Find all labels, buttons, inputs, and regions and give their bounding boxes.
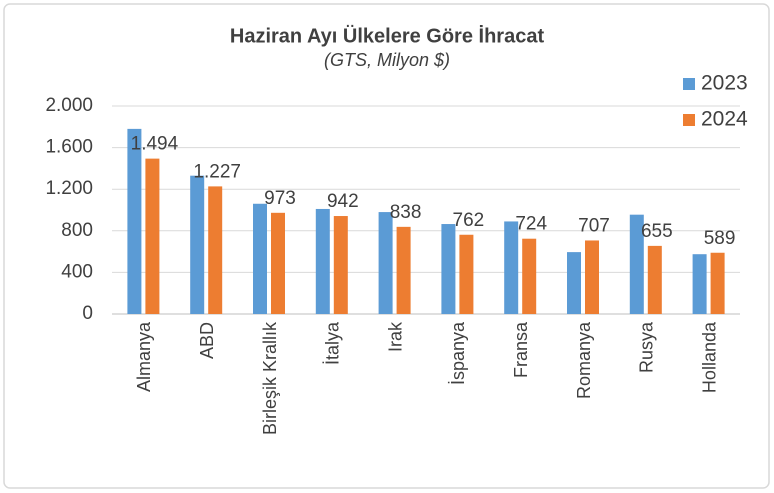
bar <box>315 208 330 314</box>
bar <box>396 226 411 314</box>
legend-label: 2024 <box>701 108 748 131</box>
x-tick-label: ABD <box>197 322 217 359</box>
data-label: 1.494 <box>131 134 179 155</box>
x-tick-label: Hollanda <box>699 321 719 393</box>
bar <box>333 216 348 314</box>
bar <box>459 234 474 314</box>
x-tick-label: İspanya <box>448 321 468 385</box>
x-tick-label: Rusya <box>637 321 657 373</box>
data-label: 655 <box>641 221 673 242</box>
y-tick-label: 0 <box>82 303 93 324</box>
bar <box>127 128 142 314</box>
bar <box>271 212 285 314</box>
bar <box>441 224 456 314</box>
bar <box>145 158 160 314</box>
legend-label: 2023 <box>701 72 748 95</box>
chart-title: Haziran Ayı Ülkelere Göre İhracat <box>230 24 545 47</box>
bar <box>647 245 662 314</box>
data-label: 724 <box>515 214 547 235</box>
bar <box>253 203 267 314</box>
y-tick-label: 1.200 <box>45 178 93 199</box>
data-label: 762 <box>453 210 485 231</box>
chart-subtitle: (GTS, Milyon $) <box>324 50 450 70</box>
bar <box>710 252 725 314</box>
x-tick-label: Almanya <box>134 321 154 392</box>
data-label: 1.227 <box>193 161 241 182</box>
x-tick-label: İtalya <box>323 321 343 365</box>
data-label: 942 <box>327 191 359 212</box>
bar <box>378 212 393 314</box>
data-label: 838 <box>390 202 422 223</box>
bar <box>692 254 707 314</box>
data-label: 973 <box>264 188 296 209</box>
bar <box>567 252 581 314</box>
x-tick-label: Irak <box>385 321 405 352</box>
y-tick-label: 2.000 <box>45 95 93 116</box>
legend-swatch <box>683 114 695 126</box>
x-tick-label: Fransa <box>511 321 531 378</box>
bar <box>504 221 519 314</box>
bar <box>585 240 599 314</box>
bar <box>522 238 537 314</box>
bar <box>208 186 223 314</box>
x-tick-label: Birleşik Krallık <box>260 321 280 435</box>
data-label: 707 <box>578 215 610 236</box>
y-tick-label: 1.600 <box>45 137 93 158</box>
y-tick-label: 400 <box>61 261 93 282</box>
y-tick-label: 800 <box>61 220 93 241</box>
x-tick-label: Romanya <box>574 321 594 399</box>
data-label: 589 <box>704 228 736 249</box>
legend-swatch <box>683 78 695 90</box>
bar <box>190 175 205 314</box>
bar <box>629 214 644 314</box>
